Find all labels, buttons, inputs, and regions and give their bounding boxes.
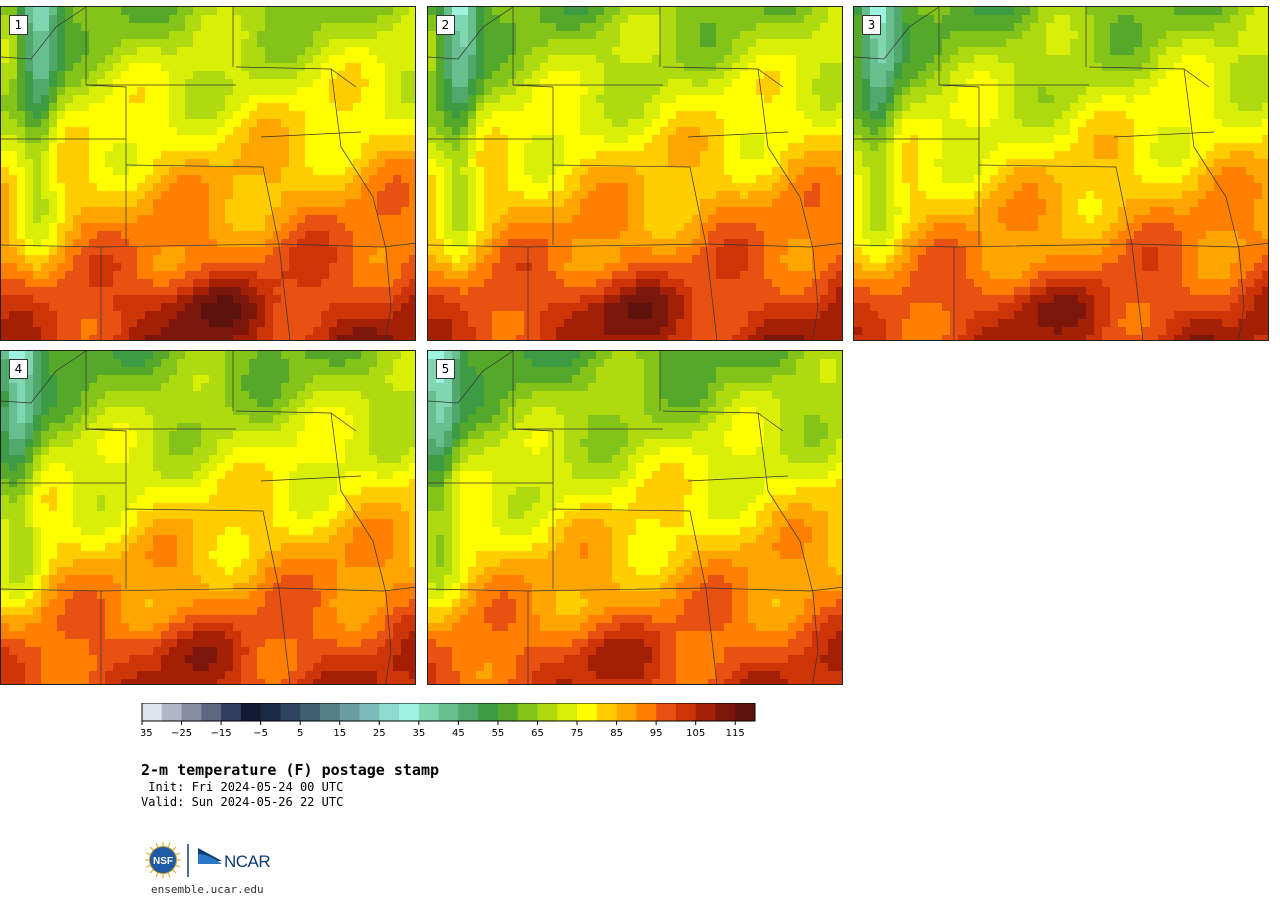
chart-title: 2-m temperature (F) postage stamp	[141, 761, 440, 779]
colorbar-swatch	[142, 703, 163, 721]
colorbar-swatch	[438, 703, 459, 721]
member-5-label: 5	[436, 359, 455, 379]
temperature-map-4	[1, 351, 415, 684]
colorbar-swatch	[181, 703, 202, 721]
colorbar-swatch	[695, 703, 716, 721]
colorbar-tick-label: 85	[610, 728, 623, 739]
valid-time: Valid: Sun 2024-05-26 22 UTC	[141, 795, 344, 809]
member-1-label: 1	[9, 15, 28, 35]
nsf-ncar-logos: NSF NCAR	[145, 842, 271, 878]
colorbar-tick-label: −35	[141, 728, 153, 739]
colorbar-swatch	[596, 703, 617, 721]
temperature-map-2	[428, 7, 842, 340]
colorbar-tick-label: 75	[571, 728, 584, 739]
colorbar-swatch	[735, 703, 756, 721]
colorbar-tick-label: 15	[333, 728, 346, 739]
colorbar-tick-label: 55	[492, 728, 505, 739]
colorbar-tick-label: 115	[726, 728, 745, 739]
colorbar-tick-label: −5	[253, 728, 268, 739]
colorbar-swatch	[399, 703, 420, 721]
member-1-map: 1	[0, 6, 416, 341]
colorbar-tick-label: 45	[452, 728, 465, 739]
colorbar-swatch	[715, 703, 736, 721]
ncar-logo-icon: NCAR	[198, 848, 271, 871]
member-2-label: 2	[436, 15, 455, 35]
colorbar-tick-label: 25	[373, 728, 386, 739]
colorbar-tick-label: −25	[171, 728, 192, 739]
colorbar-swatch	[339, 703, 360, 721]
nsf-logo-icon: NSF	[145, 842, 181, 878]
colorbar-swatch	[319, 703, 341, 721]
colorbar-swatch	[517, 703, 538, 721]
temperature-colorbar: −35 −25 −15 −5 5 15 25 35 45 55 65 75 85 95 105 115	[141, 703, 756, 739]
member-4-map: 4	[0, 350, 416, 685]
temperature-map-1	[1, 7, 415, 340]
colorbar-swatch	[675, 703, 696, 721]
colorbar-tick-label: 105	[686, 728, 705, 739]
website-url: ensemble.ucar.edu	[151, 883, 264, 896]
member-3-label: 3	[862, 15, 881, 35]
member-5-map: 5	[427, 350, 843, 685]
member-4-label: 4	[9, 359, 28, 379]
colorbar-swatch	[240, 703, 261, 721]
colorbar-swatch	[537, 703, 558, 721]
member-3-map: 3	[853, 6, 1269, 341]
colorbar-swatch	[478, 703, 499, 721]
colorbar-swatch	[458, 703, 479, 721]
member-2-map: 2	[427, 6, 843, 341]
init-time: Init: Fri 2024-05-24 00 UTC	[141, 780, 344, 794]
colorbar-swatch	[636, 703, 657, 721]
colorbar-tick-label: 5	[297, 728, 303, 739]
colorbar-swatch	[418, 703, 439, 721]
ncar-logo-text: NCAR	[224, 852, 270, 871]
colorbar-tick-label: 35	[412, 728, 425, 739]
colorbar-swatch	[497, 703, 519, 721]
colorbar-tick-label: 95	[650, 728, 663, 739]
colorbar-swatch	[379, 703, 400, 721]
colorbar-swatch	[359, 703, 380, 721]
colorbar-swatch	[221, 703, 242, 721]
colorbar-swatch	[656, 703, 677, 721]
colorbar-tick-label: 65	[531, 728, 544, 739]
nsf-logo-text: NSF	[153, 856, 173, 867]
colorbar-swatch	[260, 703, 281, 721]
colorbar-swatch	[161, 703, 182, 721]
colorbar-swatch	[280, 703, 301, 721]
colorbar-swatch	[201, 703, 222, 721]
colorbar-swatch	[577, 703, 598, 721]
temperature-map-3	[854, 7, 1268, 340]
temperature-map-5	[428, 351, 842, 684]
colorbar-swatch	[300, 703, 321, 721]
colorbar-tick-label: −15	[211, 728, 232, 739]
colorbar-swatch	[616, 703, 637, 721]
colorbar-swatch	[557, 703, 578, 721]
